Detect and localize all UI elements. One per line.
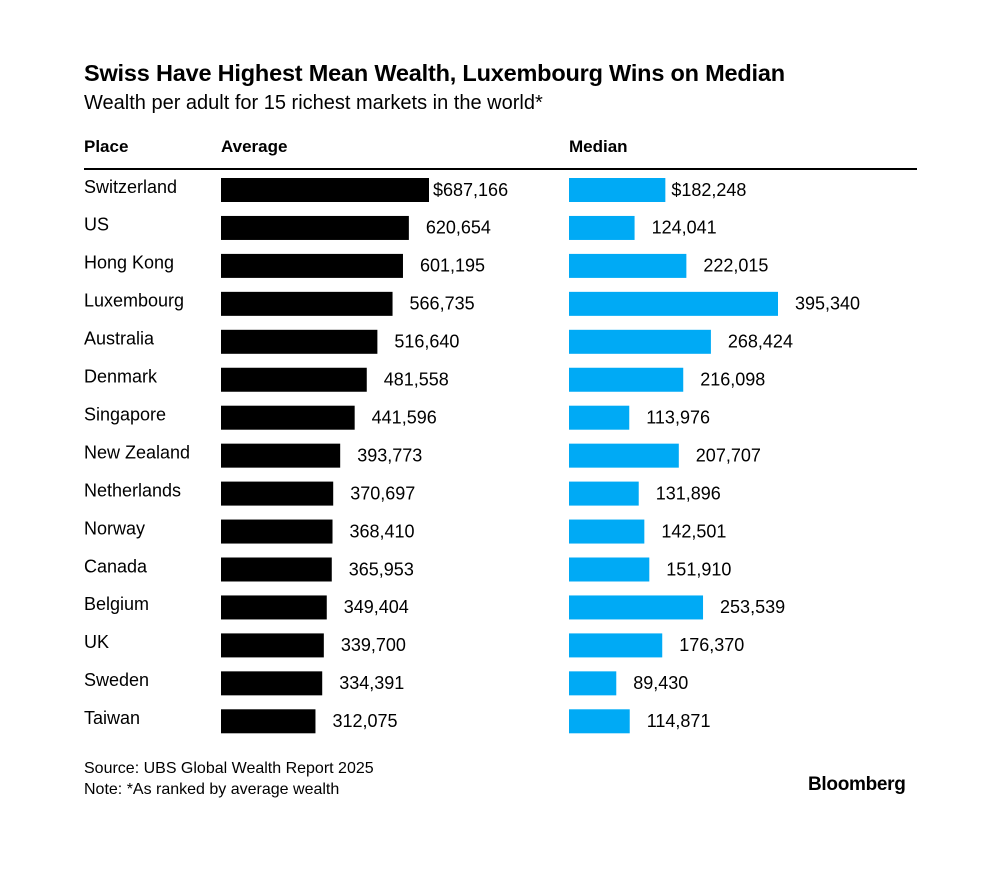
- median-bar: [569, 178, 666, 202]
- average-value-label: 620,654: [426, 218, 491, 238]
- median-value-label: 131,896: [656, 483, 721, 503]
- average-value-label: $687,166: [433, 180, 508, 200]
- average-value-label: 441,596: [372, 407, 437, 427]
- category-label: Australia: [84, 329, 155, 349]
- average-bar: [221, 253, 403, 278]
- column-header-average: Average: [221, 137, 288, 156]
- median-bar: [569, 671, 617, 696]
- median-value-label: 151,910: [666, 559, 731, 579]
- median-value-label: 207,707: [696, 445, 761, 465]
- category-label: UK: [84, 632, 109, 652]
- average-bar: [221, 633, 324, 658]
- average-value-label: 481,558: [384, 370, 449, 390]
- category-label: Switzerland: [84, 177, 177, 197]
- median-value-label: 176,370: [679, 635, 744, 655]
- category-label: Canada: [84, 556, 148, 576]
- median-bar: [569, 329, 711, 354]
- median-value-label: 114,871: [647, 711, 711, 731]
- median-value-label: 222,015: [703, 256, 768, 276]
- category-label: Norway: [84, 518, 145, 538]
- median-value-label: 142,501: [661, 521, 726, 541]
- average-bar: [221, 709, 316, 734]
- average-value-label: 365,953: [349, 559, 414, 579]
- average-value-label: 312,075: [332, 711, 397, 731]
- category-label: US: [84, 215, 109, 235]
- average-value-label: 334,391: [339, 673, 404, 693]
- category-label: Luxembourg: [84, 291, 184, 311]
- average-value-label: 339,700: [341, 635, 406, 655]
- median-value-label: 395,340: [795, 294, 860, 314]
- median-bar: [569, 481, 639, 506]
- average-bar: [221, 215, 409, 240]
- category-label: Denmark: [84, 367, 158, 387]
- average-value-label: 349,404: [344, 597, 409, 617]
- median-bar: [569, 557, 650, 582]
- median-value-label: 253,539: [720, 597, 785, 617]
- median-value-label: 216,098: [700, 370, 765, 390]
- average-bar: [221, 291, 393, 316]
- average-bar: [221, 329, 378, 354]
- median-value-label: $182,248: [671, 180, 746, 200]
- median-bar: [569, 633, 663, 658]
- average-bar: [221, 519, 333, 544]
- median-value-label: 124,041: [652, 218, 717, 238]
- median-bar: [569, 215, 635, 240]
- average-bar: [221, 557, 332, 582]
- average-bar: [221, 481, 334, 506]
- header-rule: [84, 168, 917, 170]
- bloomberg-logo: Bloomberg: [808, 774, 906, 795]
- average-bar: [221, 367, 367, 392]
- average-value-label: 368,410: [350, 521, 415, 541]
- category-label: New Zealand: [84, 442, 190, 462]
- category-label: Singapore: [84, 404, 166, 424]
- median-bar: [569, 253, 687, 278]
- category-label: Belgium: [84, 594, 149, 614]
- average-value-label: 393,773: [357, 445, 422, 465]
- category-label: Netherlands: [84, 480, 181, 500]
- category-label: Taiwan: [84, 708, 140, 728]
- chart-subtitle: Wealth per adult for 15 richest markets …: [84, 92, 543, 114]
- average-bar: [221, 595, 327, 620]
- average-bar: [221, 671, 323, 696]
- chart-title: Swiss Have Highest Mean Wealth, Luxembou…: [84, 60, 785, 86]
- average-value-label: 516,640: [394, 332, 459, 352]
- median-bar: [569, 405, 630, 430]
- median-bar: [569, 519, 645, 544]
- median-bar: [569, 709, 630, 734]
- column-header-place: Place: [84, 137, 129, 156]
- median-value-label: 113,976: [646, 407, 710, 427]
- average-bar: [221, 178, 429, 202]
- average-value-label: 601,195: [420, 256, 485, 276]
- footnote: Note: *As ranked by average wealth: [84, 781, 340, 798]
- category-label: Sweden: [84, 670, 149, 690]
- median-bar: [569, 367, 684, 392]
- median-bar: [569, 595, 704, 620]
- source-note: Source: UBS Global Wealth Report 2025: [84, 760, 374, 777]
- median-bar: [569, 443, 679, 468]
- average-bar: [221, 443, 341, 468]
- average-bar: [221, 405, 355, 430]
- average-value-label: 370,697: [350, 483, 415, 503]
- column-header-median: Median: [569, 137, 628, 156]
- median-value-label: 89,430: [633, 673, 688, 693]
- median-value-label: 268,424: [728, 332, 793, 352]
- median-bar: [569, 291, 778, 316]
- bar-chart: Switzerland $687,166 $182,248 US 620,654 124,…: [84, 177, 860, 734]
- average-value-label: 566,735: [410, 294, 475, 314]
- category-label: Hong Kong: [84, 253, 174, 273]
